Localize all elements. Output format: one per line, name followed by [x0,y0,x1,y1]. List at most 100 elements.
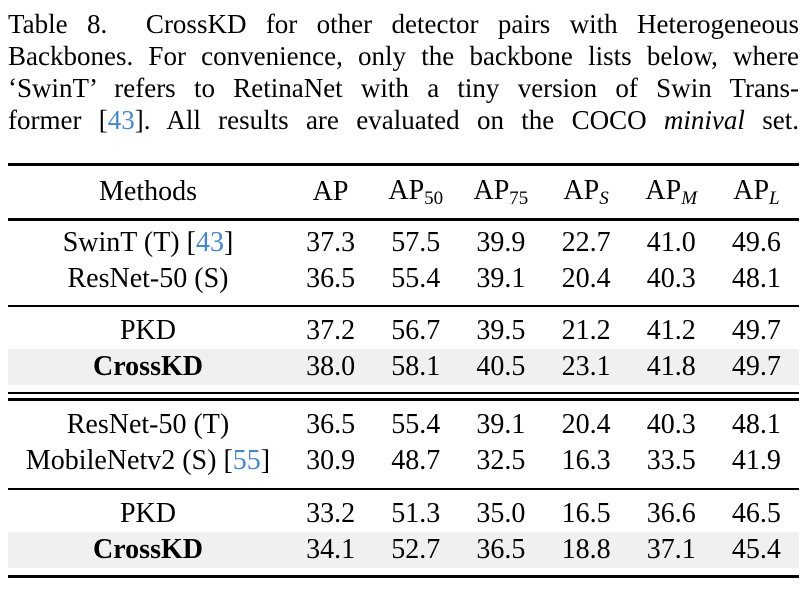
metric-value: 34.1 [306,534,356,565]
metric-value: 39.1 [476,409,526,440]
metric-value: 51.3 [391,498,441,529]
table-top-rule [8,163,799,166]
section-teachers-students-pair-1: SwinT (T) [43] 37.3 57.5 39.9 22.7 41.0 49.6 Re… [8,221,799,305]
metric-value: 16.3 [561,445,611,476]
text-segment: ] [223,227,234,258]
table-header-row: Methods AP AP50 AP75 APS APM APL [8,166,799,218]
metric-value: 45.4 [731,534,781,565]
header-col-subscript: 50 [424,187,444,209]
metric-value: 55.4 [391,263,441,294]
metric-value: 39.9 [476,227,526,258]
metric-value: 39.5 [476,315,526,346]
table-row: PKD 37.2 56.7 39.5 21.2 41.2 49.7 [8,313,799,349]
text-segment: former [ [8,105,108,135]
header-bottom-rule [8,218,799,221]
metric-value: 41.9 [731,445,781,476]
metric-value: 33.2 [306,498,356,529]
text-segment: MobileNetv2 (S) [ [25,445,233,476]
results-table: Methods AP AP50 AP75 APS APM APL SwinT (T) [4… [8,163,799,578]
metric-value: 41.2 [646,315,696,346]
metric-value: 20.4 [561,263,611,294]
metric-value: 48.7 [391,445,441,476]
method-cell: CrossKD [8,534,288,566]
italic-text: minival [663,105,745,135]
metric-value: 36.5 [476,534,526,565]
metric-value: 40.3 [646,409,696,440]
metric-value: 22.7 [561,227,611,258]
table-row: MobileNetv2 (S) [55] 30.9 48.7 32.5 16.3 33.5… [8,443,799,479]
header-col-apm: APM [629,175,714,210]
table-row: CrossKD 38.0 58.1 40.5 23.1 41.8 49.7 [8,349,799,385]
metric-value: 49.7 [731,315,781,346]
header-col-base: AP [733,174,770,206]
citation-link[interactable]: 55 [232,445,261,476]
table-row: SwinT (T) [43] 37.3 57.5 39.9 22.7 41.0 49.6 [8,225,799,261]
metric-value: 30.9 [306,445,356,476]
metric-value: 57.5 [391,227,441,258]
metric-value: 18.8 [561,534,611,565]
header-col-subscript: S [599,187,609,209]
metric-value: 39.1 [476,263,526,294]
citation-link[interactable]: 43 [107,105,135,135]
section-distillation-pair-2: PKD 33.2 51.3 35.0 16.5 36.6 46.5 CrossKD 34.1 52… [8,490,799,575]
section-separator-double-rule [8,392,799,401]
text-segment: ResNet-50 (T) [66,409,230,440]
metric-value: 35.0 [476,498,526,529]
header-col-base: AP [563,174,600,206]
metric-value: 58.1 [391,351,441,382]
metric-value: 46.5 [731,498,781,529]
text-segment: PKD [119,315,176,346]
text-segment: Table 8. CrossKD for other detector pair… [8,9,799,39]
metric-value: 49.7 [731,351,781,382]
metric-value: 49.6 [731,227,781,258]
table-row: ResNet-50 (T) 36.5 55.4 39.1 20.4 40.3 48.1 [8,407,799,443]
metric-value: 37.1 [646,534,696,565]
metric-value: 41.0 [646,227,696,258]
metric-value: 37.3 [306,227,356,258]
text-segment: Backbones. For convenience, only the bac… [8,41,799,71]
method-cell: CrossKD [8,351,288,383]
metric-value: 36.5 [306,263,356,294]
text-segment: PKD [119,498,176,529]
header-col-subscript: L [769,187,780,209]
metric-value: 37.2 [306,315,356,346]
text-segment: ResNet-50 (S) [67,263,229,294]
caption-line-2: Backbones. For convenience, only the bac… [8,40,799,72]
header-col-base: AP [388,174,425,206]
header-col-apl: APL [714,175,799,210]
header-col-subscript: 75 [509,187,529,209]
metric-value: 40.5 [476,351,526,382]
text-segment: CrossKD [93,351,203,382]
metric-value: 55.4 [391,409,441,440]
text-segment: CrossKD [93,534,203,565]
header-methods: Methods [99,176,197,207]
caption-line-4: former [43]. All results are evaluated o… [8,104,799,136]
method-cell: MobileNetv2 (S) [55] [8,445,288,477]
header-col-aps: APS [543,175,628,210]
header-col-subscript: M [681,187,698,209]
metric-value: 56.7 [391,315,441,346]
caption-line-3: ‘SwinT’ refers to RetinaNet with a tiny … [8,72,799,104]
section-distillation-pair-1: PKD 37.2 56.7 39.5 21.2 41.2 49.7 CrossKD 38.0 58… [8,307,799,392]
metric-value: 36.5 [306,409,356,440]
citation-link[interactable]: 43 [195,227,224,258]
metric-value: 32.5 [476,445,526,476]
metric-value: 33.5 [646,445,696,476]
text-segment: ]. All results are evaluated on the COCO [134,105,664,135]
method-cell: ResNet-50 (T) [8,409,288,441]
section-teachers-students-pair-2: ResNet-50 (T) 36.5 55.4 39.1 20.4 40.3 48.1 Mob… [8,401,799,488]
section-separator-rule [8,305,799,307]
metric-value: 48.1 [731,409,781,440]
metric-value: 23.1 [561,351,611,382]
metric-value: 48.1 [731,263,781,294]
table-row: ResNet-50 (S) 36.5 55.4 39.1 20.4 40.3 48.1 [8,261,799,297]
metric-value: 36.6 [646,498,696,529]
method-cell: ResNet-50 (S) [8,263,288,295]
metric-value: 41.8 [646,351,696,382]
method-cell: PKD [8,498,288,530]
table-body: SwinT (T) [43] 37.3 57.5 39.9 22.7 41.0 49.6 Re… [8,221,799,575]
text-segment: ] [260,445,271,476]
metric-value: 21.2 [561,315,611,346]
table-row: CrossKD 34.1 52.7 36.5 18.8 37.1 45.4 [8,532,799,568]
header-col-base: AP [645,174,682,206]
